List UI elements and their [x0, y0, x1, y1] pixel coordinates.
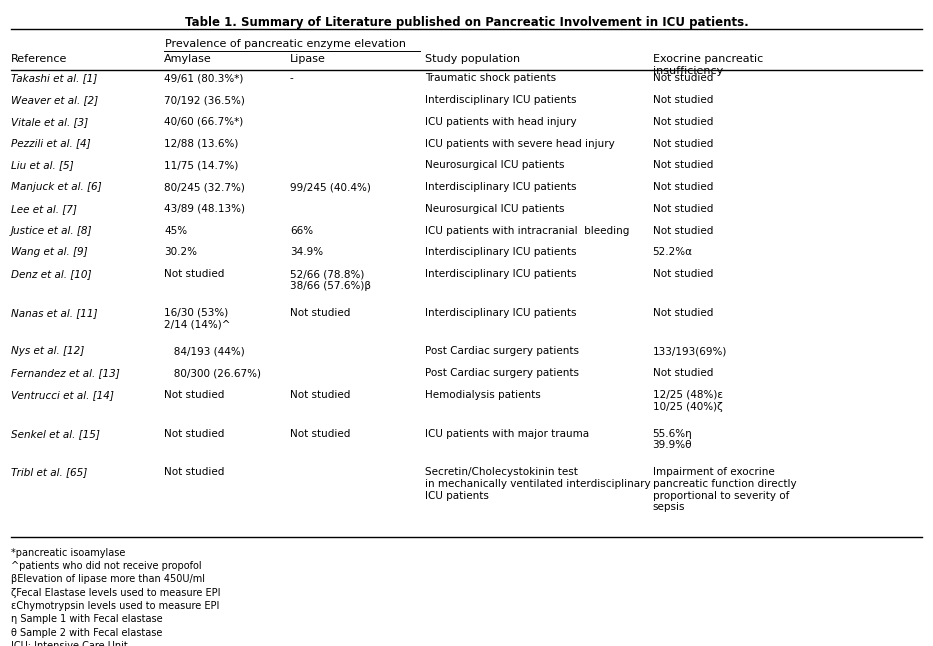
- Text: Not studied: Not studied: [652, 95, 713, 105]
- Text: Denz et al. [10]: Denz et al. [10]: [10, 269, 91, 279]
- Text: εChymotrypsin levels used to measure EPI: εChymotrypsin levels used to measure EPI: [10, 601, 219, 611]
- Text: Lee et al. [7]: Lee et al. [7]: [10, 204, 77, 214]
- Text: Justice et al. [8]: Justice et al. [8]: [10, 225, 92, 236]
- Text: θ Sample 2 with Fecal elastase: θ Sample 2 with Fecal elastase: [10, 627, 162, 638]
- Text: Hemodialysis patients: Hemodialysis patients: [425, 390, 540, 400]
- Text: 11/75 (14.7%): 11/75 (14.7%): [164, 160, 239, 171]
- Text: Reference: Reference: [10, 54, 67, 64]
- Text: Neurosurgical ICU patients: Neurosurgical ICU patients: [425, 204, 564, 214]
- Text: *pancreatic isoamylase: *pancreatic isoamylase: [10, 548, 125, 557]
- Text: Not studied: Not studied: [164, 467, 225, 477]
- Text: ICU patients with intracranial  bleeding: ICU patients with intracranial bleeding: [425, 225, 629, 236]
- Text: Post Cardiac surgery patients: Post Cardiac surgery patients: [425, 346, 578, 357]
- Text: ICU: Intensive Care Unit,: ICU: Intensive Care Unit,: [10, 641, 131, 646]
- Text: Not studied: Not studied: [290, 307, 350, 318]
- Text: Interdisciplinary ICU patients: Interdisciplinary ICU patients: [425, 247, 577, 257]
- Text: Interdisciplinary ICU patients: Interdisciplinary ICU patients: [425, 95, 577, 105]
- Text: Not studied: Not studied: [652, 225, 713, 236]
- Text: 99/245 (40.4%): 99/245 (40.4%): [290, 182, 370, 192]
- Text: Not studied: Not studied: [652, 307, 713, 318]
- Text: Not studied: Not studied: [652, 117, 713, 127]
- Text: Not studied: Not studied: [652, 160, 713, 171]
- Text: βElevation of lipase more than 450U/ml: βElevation of lipase more than 450U/ml: [10, 574, 204, 585]
- Text: ICU patients with major trauma: ICU patients with major trauma: [425, 429, 589, 439]
- Text: 16/30 (53%)
2/14 (14%)^: 16/30 (53%) 2/14 (14%)^: [164, 307, 230, 329]
- Text: Study population: Study population: [425, 54, 520, 64]
- Text: 52.2%α: 52.2%α: [652, 247, 692, 257]
- Text: Wang et al. [9]: Wang et al. [9]: [10, 247, 88, 257]
- Text: Exocrine pancreatic
insufficiency: Exocrine pancreatic insufficiency: [652, 54, 763, 76]
- Text: 52/66 (78.8%)
38/66 (57.6%)β: 52/66 (78.8%) 38/66 (57.6%)β: [290, 269, 370, 291]
- Text: 55.6%η
39.9%θ: 55.6%η 39.9%θ: [652, 429, 692, 450]
- Text: Not studied: Not studied: [290, 390, 350, 400]
- Text: 12/88 (13.6%): 12/88 (13.6%): [164, 139, 239, 149]
- Text: Not studied: Not studied: [290, 429, 350, 439]
- Text: Interdisciplinary ICU patients: Interdisciplinary ICU patients: [425, 182, 577, 192]
- Text: Neurosurgical ICU patients: Neurosurgical ICU patients: [425, 160, 564, 171]
- Text: 40/60 (66.7%*): 40/60 (66.7%*): [164, 117, 244, 127]
- Text: Post Cardiac surgery patients: Post Cardiac surgery patients: [425, 368, 578, 379]
- Text: Not studied: Not studied: [652, 269, 713, 279]
- Text: ICU patients with severe head injury: ICU patients with severe head injury: [425, 139, 615, 149]
- Text: Table 1. Summary of Literature published on Pancreatic Involvement in ICU patien: Table 1. Summary of Literature published…: [185, 17, 748, 30]
- Text: Secretin/Cholecystokinin test
in mechanically ventilated interdisciplinary
ICU p: Secretin/Cholecystokinin test in mechani…: [425, 467, 650, 501]
- Text: Vitale et al. [3]: Vitale et al. [3]: [10, 117, 88, 127]
- Text: Fernandez et al. [13]: Fernandez et al. [13]: [10, 368, 119, 379]
- Text: 43/89 (48.13%): 43/89 (48.13%): [164, 204, 245, 214]
- Text: Manjuck et al. [6]: Manjuck et al. [6]: [10, 182, 102, 192]
- Text: Liu et al. [5]: Liu et al. [5]: [10, 160, 74, 171]
- Text: Interdisciplinary ICU patients: Interdisciplinary ICU patients: [425, 269, 577, 279]
- Text: 49/61 (80.3%*): 49/61 (80.3%*): [164, 73, 244, 83]
- Text: 80/245 (32.7%): 80/245 (32.7%): [164, 182, 245, 192]
- Text: Amylase: Amylase: [164, 54, 212, 64]
- Text: Interdisciplinary ICU patients: Interdisciplinary ICU patients: [425, 307, 577, 318]
- Text: 45%: 45%: [164, 225, 188, 236]
- Text: Not studied: Not studied: [652, 73, 713, 83]
- Text: 12/25 (48%)ε
10/25 (40%)ζ: 12/25 (48%)ε 10/25 (40%)ζ: [652, 390, 722, 412]
- Text: Not studied: Not studied: [164, 390, 225, 400]
- Text: Nys et al. [12]: Nys et al. [12]: [10, 346, 84, 357]
- Text: 80/300 (26.67%): 80/300 (26.67%): [164, 368, 261, 379]
- Text: 70/192 (36.5%): 70/192 (36.5%): [164, 95, 245, 105]
- Text: -: -: [290, 73, 294, 83]
- Text: Weaver et al. [2]: Weaver et al. [2]: [10, 95, 98, 105]
- Text: Senkel et al. [15]: Senkel et al. [15]: [10, 429, 100, 439]
- Text: ICU patients with head injury: ICU patients with head injury: [425, 117, 577, 127]
- Text: Not studied: Not studied: [164, 429, 225, 439]
- Text: Not studied: Not studied: [164, 269, 225, 279]
- Text: Takashi et al. [1]: Takashi et al. [1]: [10, 73, 97, 83]
- Text: Prevalence of pancreatic enzyme elevation: Prevalence of pancreatic enzyme elevatio…: [164, 39, 406, 49]
- Text: Pezzili et al. [4]: Pezzili et al. [4]: [10, 139, 91, 149]
- Text: Not studied: Not studied: [652, 204, 713, 214]
- Text: Ventrucci et al. [14]: Ventrucci et al. [14]: [10, 390, 114, 400]
- Text: 30.2%: 30.2%: [164, 247, 197, 257]
- Text: 66%: 66%: [290, 225, 313, 236]
- Text: Traumatic shock patients: Traumatic shock patients: [425, 73, 556, 83]
- Text: Nanas et al. [11]: Nanas et al. [11]: [10, 307, 97, 318]
- Text: Lipase: Lipase: [290, 54, 326, 64]
- Text: η Sample 1 with Fecal elastase: η Sample 1 with Fecal elastase: [10, 614, 162, 624]
- Text: ^patients who did not receive propofol: ^patients who did not receive propofol: [10, 561, 202, 571]
- Text: Not studied: Not studied: [652, 368, 713, 379]
- Text: Not studied: Not studied: [652, 182, 713, 192]
- Text: 84/193 (44%): 84/193 (44%): [164, 346, 245, 357]
- Text: Impairment of exocrine
pancreatic function directly
proportional to severity of
: Impairment of exocrine pancreatic functi…: [652, 467, 796, 512]
- Text: Not studied: Not studied: [652, 139, 713, 149]
- Text: 133/193(69%): 133/193(69%): [652, 346, 727, 357]
- Text: 34.9%: 34.9%: [290, 247, 323, 257]
- Text: ζFecal Elastase levels used to measure EPI: ζFecal Elastase levels used to measure E…: [10, 588, 220, 598]
- Text: Tribl et al. [65]: Tribl et al. [65]: [10, 467, 87, 477]
